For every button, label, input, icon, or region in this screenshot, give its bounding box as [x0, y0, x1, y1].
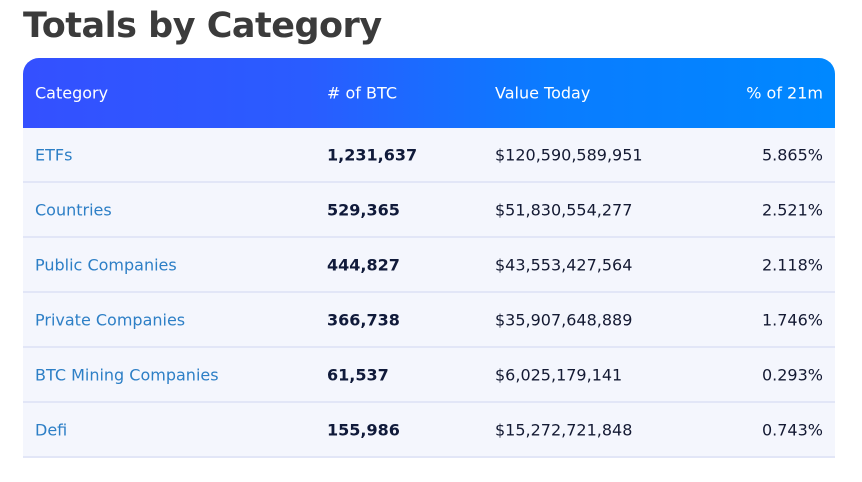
category-link[interactable]: Defi — [35, 420, 68, 439]
table-row: Private Companies 366,738 $35,907,648,88… — [23, 293, 835, 348]
category-link[interactable]: ETFs — [35, 145, 73, 164]
percent-of-21m: 2.118% — [761, 255, 823, 274]
category-link[interactable]: Countries — [35, 200, 112, 219]
category-link[interactable]: Private Companies — [35, 310, 186, 329]
table-row: Countries 529,365 $51,830,554,277 2.521% — [23, 183, 835, 238]
header-btc[interactable]: # of BTC — [327, 83, 397, 103]
table-row: BTC Mining Companies 61,537 $6,025,179,1… — [23, 348, 835, 403]
value-today: $6,025,179,141 — [495, 365, 623, 384]
category-link[interactable]: Public Companies — [35, 255, 177, 274]
value-today: $35,907,648,889 — [495, 310, 633, 329]
value-today: $43,553,427,564 — [495, 255, 633, 274]
table-row: Public Companies 444,827 $43,553,427,564… — [23, 238, 835, 293]
totals-table: Category # of BTC Value Today % of 21m E… — [23, 58, 835, 458]
table-row: Defi 155,986 $15,272,721,848 0.743% — [23, 403, 835, 458]
category-link[interactable]: BTC Mining Companies — [35, 365, 219, 384]
percent-of-21m: 0.293% — [761, 365, 823, 384]
btc-amount: 61,537 — [327, 365, 389, 384]
value-today: $51,830,554,277 — [495, 200, 633, 219]
btc-amount: 155,986 — [327, 420, 400, 439]
btc-amount: 529,365 — [327, 200, 400, 219]
btc-amount: 366,738 — [327, 310, 400, 329]
header-category[interactable]: Category — [35, 83, 109, 103]
table-row: ETFs 1,231,637 $120,590,589,951 5.865% — [23, 128, 835, 183]
table-header: Category # of BTC Value Today % of 21m — [23, 58, 835, 128]
value-today: $120,590,589,951 — [495, 145, 643, 164]
percent-of-21m: 1.746% — [761, 310, 823, 329]
header-percent[interactable]: % of 21m — [746, 83, 823, 103]
percent-of-21m: 2.521% — [761, 200, 823, 219]
btc-amount: 1,231,637 — [327, 145, 418, 164]
percent-of-21m: 0.743% — [761, 420, 823, 439]
percent-of-21m: 5.865% — [761, 145, 823, 164]
header-value[interactable]: Value Today — [495, 83, 591, 103]
value-today: $15,272,721,848 — [495, 420, 633, 439]
page-title: Totals by Category — [23, 6, 382, 46]
btc-amount: 444,827 — [327, 255, 400, 274]
